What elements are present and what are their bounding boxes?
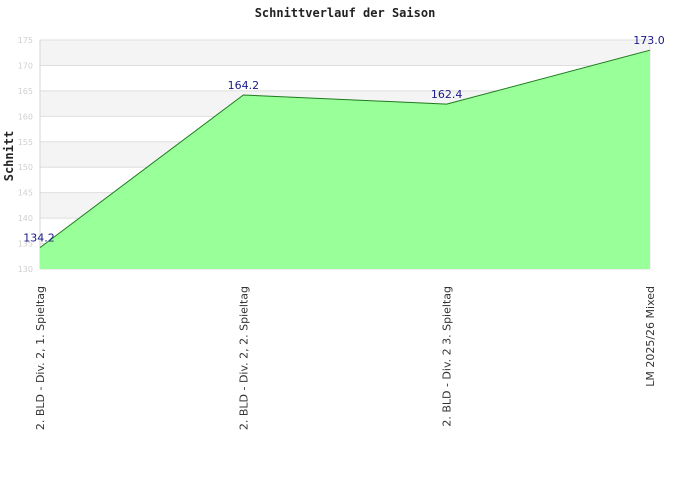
x-tick-label: 2. BLD - Div. 2, 2. Spieltag: [237, 286, 250, 430]
y-tick-label: 130: [18, 265, 33, 274]
chart-title: Schnittverlauf der Saison: [255, 6, 436, 20]
data-label: 164.2: [228, 79, 260, 92]
data-label: 134.2: [23, 232, 55, 245]
y-tick-label: 135: [18, 240, 33, 249]
grid-band: [40, 40, 650, 66]
y-tick-label: 165: [18, 87, 33, 96]
y-tick-label: 160: [18, 112, 33, 121]
series-line: [39, 49, 651, 249]
data-labels: 134.2 164.2 162.4 173.0: [23, 34, 665, 244]
y-tick-label: 155: [18, 138, 33, 147]
y-tick-label: 175: [18, 36, 33, 45]
data-label: 162.4: [431, 88, 463, 101]
x-tick-label: 2. BLD - Div. 2, 1. Spieltag: [34, 286, 47, 430]
y-axis-ticks: 130 135 140 145 150 155 160 165 170 175: [18, 36, 33, 274]
y-tick-label: 145: [18, 189, 33, 198]
y-tick-label: 150: [18, 163, 33, 172]
y-axis-label: Schnitt: [2, 131, 16, 182]
data-label: 173.0: [633, 34, 665, 47]
y-tick-label: 140: [18, 214, 33, 223]
x-tick-label: LM 2025/26 Mixed: [644, 286, 657, 387]
x-axis-ticks: 2. BLD - Div. 2, 1. Spieltag 2. BLD - Div…: [34, 286, 657, 430]
x-tick-label: 2. BLD - Div. 2 3. Spieltag: [441, 286, 454, 427]
y-tick-label: 170: [18, 61, 33, 70]
series-area: [40, 50, 650, 269]
